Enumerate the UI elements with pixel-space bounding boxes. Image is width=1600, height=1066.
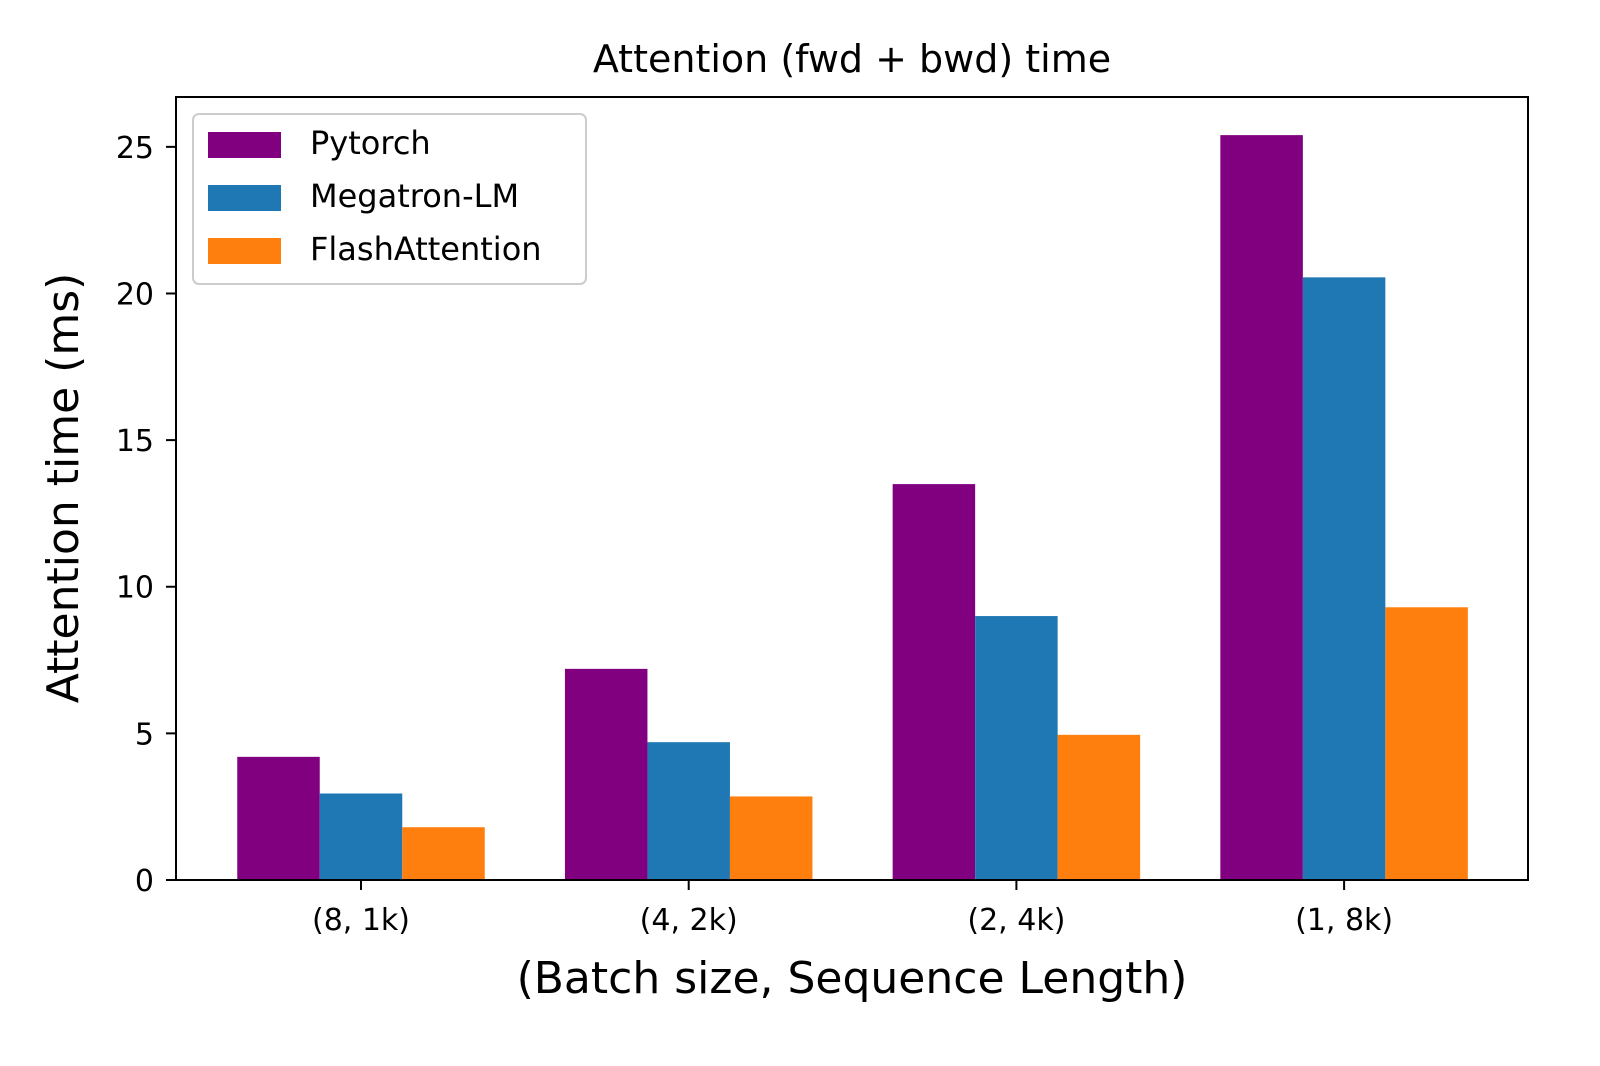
y-axis: 0 5 10 15 20 25 (116, 131, 176, 899)
y-tick-label: 20 (116, 277, 154, 312)
bar-pytorch (892, 484, 976, 880)
bar-pytorch (1220, 135, 1303, 880)
x-tick-label: (1, 8k) (1295, 903, 1393, 938)
plot-frame (175, 96, 1529, 881)
legend-label: FlashAttention (310, 230, 542, 268)
y-tick-label: 15 (116, 424, 154, 459)
bar-flashattention (1057, 734, 1141, 880)
legend-label: Pytorch (310, 124, 431, 162)
chart-title: Attention (fwd + bwd) time (593, 37, 1111, 81)
y-tick-label: 25 (116, 131, 154, 166)
bar-flashattention (402, 827, 485, 880)
legend-swatch (208, 238, 281, 264)
legend-box (192, 113, 587, 285)
y-axis-label: Attention time (ms) (38, 273, 89, 704)
x-axis-label: (Batch size, Sequence Length) (517, 953, 1188, 1004)
bar-pytorch (237, 756, 320, 880)
bar-megatron-lm (319, 793, 403, 880)
bar-megatron-lm (975, 616, 1058, 880)
legend-swatch (208, 185, 281, 211)
legend-label: Megatron-LM (310, 177, 519, 215)
legend: Pytorch Megatron-LM FlashAttention (192, 113, 587, 285)
x-tick-label: (4, 2k) (640, 903, 738, 938)
y-tick-label: 0 (135, 864, 154, 899)
bars (237, 135, 1468, 880)
legend-swatch (208, 132, 281, 158)
bar-flashattention (729, 796, 813, 880)
x-tick-label: (2, 4k) (967, 903, 1065, 938)
bar-megatron-lm (647, 742, 730, 880)
x-axis: (8, 1k) (4, 2k) (2, 4k) (1, 8k) (312, 880, 1393, 938)
y-tick-label: 5 (135, 717, 154, 752)
bar-pytorch (564, 668, 648, 880)
x-tick-label: (8, 1k) (312, 903, 410, 938)
bar-megatron-lm (1302, 277, 1386, 880)
bar-flashattention (1385, 607, 1468, 880)
y-tick-label: 10 (116, 571, 154, 606)
